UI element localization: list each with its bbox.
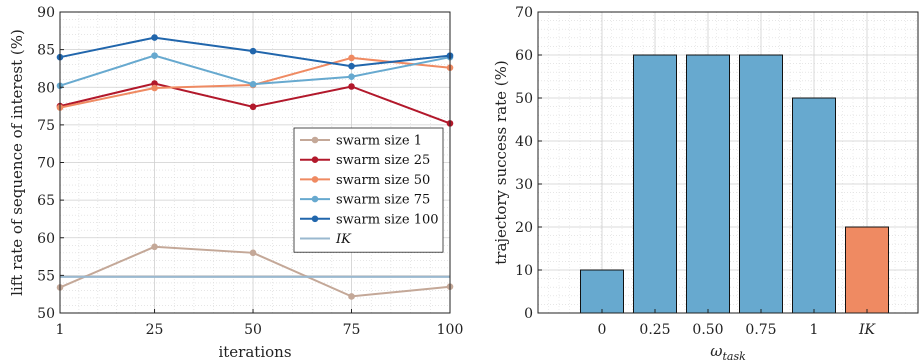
- y-axis-label: trajectory success rate (%): [492, 60, 510, 265]
- series-3-point-2: [249, 80, 257, 88]
- legend-marker-3: [311, 195, 319, 203]
- x-tick-label: 0.50: [692, 322, 723, 338]
- legend-marker-4: [311, 215, 319, 223]
- legend-marker-0: [311, 136, 319, 144]
- bar-IK: [845, 226, 889, 314]
- y-tick-label: 60: [515, 48, 533, 64]
- y-tick-label: 30: [515, 177, 533, 193]
- series-1-point-2: [249, 103, 257, 111]
- legend-label-5: IK: [335, 232, 352, 247]
- y-tick-label: 80: [37, 80, 55, 96]
- y-tick-label: 70: [37, 156, 55, 172]
- y-tick-label: 50: [37, 306, 55, 322]
- success-rate-bar-chart: 0 10 20 30 40 50 60 70 0 0.25 0.50 0.75 1 IK ωtask traj…: [492, 5, 919, 362]
- y-tick-label: 0: [524, 306, 533, 322]
- series-0-point-2: [249, 249, 257, 257]
- legend-label-4: swarm size 100: [336, 212, 439, 227]
- y-tick-label: 55: [37, 268, 55, 284]
- legend-label-2: swarm size 50: [336, 173, 430, 188]
- series-0-point-1: [151, 243, 158, 251]
- y-tick-label: 75: [37, 118, 55, 134]
- legend-marker-1: [311, 156, 319, 163]
- y-tick-label: 60: [37, 231, 55, 247]
- y-tick-label: 70: [515, 5, 533, 21]
- legend-marker-2: [311, 176, 319, 183]
- plot-frame: [537, 11, 919, 314]
- x-axis-label: ωtask: [710, 342, 746, 362]
- x-axis-label: iterations: [218, 343, 291, 361]
- y-tick-label: 20: [515, 220, 533, 236]
- series-0-point-3: [348, 293, 355, 300]
- bar-0.25: [633, 54, 677, 314]
- x-axis-label-subscript: task: [722, 350, 746, 362]
- x-tick-label: 1: [56, 322, 65, 338]
- legend: swarm size 1 swarm size 25 swarm size 50 sw…: [293, 127, 444, 253]
- series-2-point-3: [348, 54, 355, 62]
- x-axis-label-main: ω: [710, 342, 722, 360]
- y-tick-label: 90: [37, 5, 55, 21]
- y-tick-label: 10: [515, 263, 533, 279]
- y-tick-label: 50: [515, 91, 533, 107]
- series-1-point-1: [151, 80, 158, 87]
- bar-1: [792, 97, 836, 314]
- y-tick-label: 40: [515, 134, 533, 150]
- series-4-point-3: [348, 62, 355, 70]
- x-tick-label: 0: [598, 322, 607, 338]
- legend-label-3: swarm size 75: [336, 193, 430, 208]
- x-tick-label: 0.75: [745, 322, 776, 338]
- series-2-point-1: [151, 84, 158, 92]
- series-1-point-3: [348, 83, 355, 90]
- y-tick-label: 65: [37, 193, 55, 209]
- bar-0.50: [686, 54, 730, 314]
- x-tick-label: IK: [858, 322, 877, 338]
- series-3-point-1: [151, 52, 158, 59]
- x-tick-label: 100: [437, 322, 464, 338]
- series-line-3: [59, 54, 451, 87]
- x-tick-label: 75: [343, 322, 361, 338]
- legend-label-1: swarm size 25: [336, 153, 430, 168]
- series-4-point-2: [249, 47, 257, 55]
- x-tick-label: 0.25: [639, 322, 670, 338]
- legend-label-0: swarm size 1: [336, 134, 422, 149]
- bar-0.75: [739, 54, 783, 314]
- lift-rate-line-chart: 50 55 60 65 70 75 80 85 90 1 25 50 75 100 iterations li…: [8, 5, 463, 361]
- x-tick-label: 25: [146, 322, 164, 338]
- series-3-point-3: [348, 73, 355, 81]
- y-axis-label: lift rate of sequence of interest (%): [8, 29, 26, 296]
- x-tick-label: 1: [810, 322, 819, 338]
- series-4-point-1: [151, 34, 158, 41]
- y-tick-label: 85: [37, 43, 55, 59]
- x-tick-label: 50: [244, 322, 262, 338]
- legend-box: [293, 127, 444, 253]
- bar-0: [580, 269, 624, 314]
